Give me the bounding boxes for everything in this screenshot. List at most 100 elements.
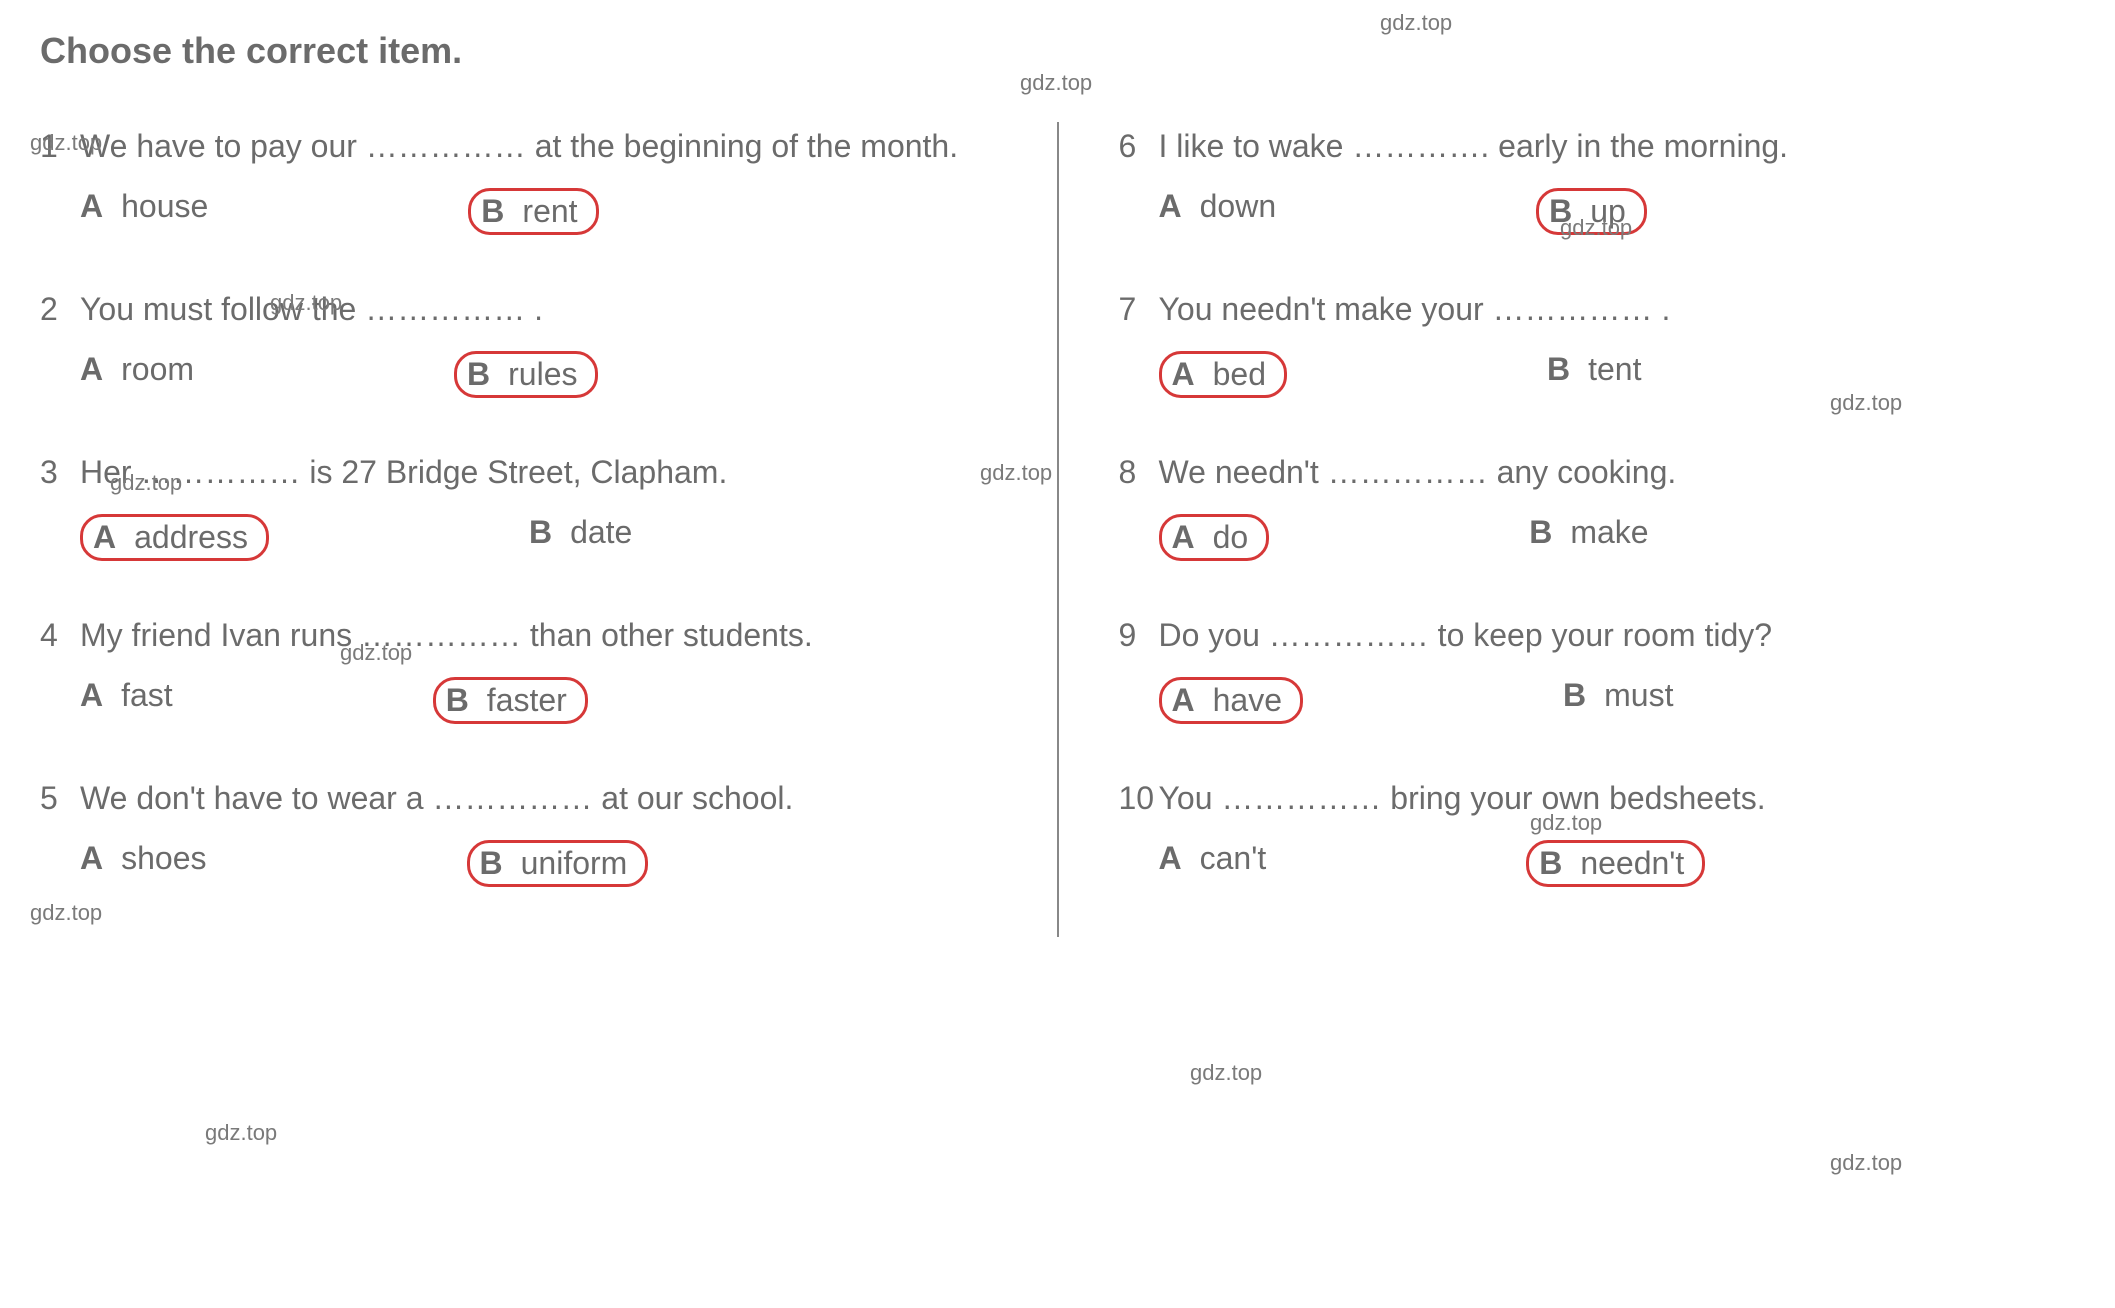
option-letter: B — [529, 514, 552, 550]
option-text: needn't — [1580, 845, 1684, 881]
question-text: 10You …………… bring your own bedsheets. — [1119, 774, 2076, 822]
watermark: gdz.top — [1020, 70, 1092, 96]
question-number: 3 — [40, 448, 80, 496]
option-a[interactable]: Abed — [1159, 351, 1288, 398]
option-text: uniform — [521, 845, 628, 881]
option-b[interactable]: Bneedn't — [1526, 840, 1705, 887]
options-row: Afast Bfaster — [40, 677, 997, 724]
question-3: 3Her …………… is 27 Bridge Street, Clapham.… — [40, 448, 997, 561]
option-b[interactable]: Buniform — [467, 840, 649, 887]
question-number: 2 — [40, 285, 80, 333]
question-number: 6 — [1119, 122, 1159, 170]
question-text: 7You needn't make your …………… . — [1119, 285, 2076, 333]
option-a[interactable]: Ahouse — [80, 188, 208, 235]
option-b[interactable]: Bmake — [1529, 514, 1648, 561]
option-a[interactable]: Ahave — [1159, 677, 1304, 724]
watermark: gdz.top — [1190, 1060, 1262, 1086]
option-a[interactable]: Acan't — [1159, 840, 1267, 887]
question-body: We don't have to wear a …………… at our sch… — [80, 780, 793, 816]
option-letter: B — [446, 682, 469, 718]
right-column: 6I like to wake …………. early in the morni… — [1119, 122, 2076, 937]
option-a[interactable]: Ashoes — [80, 840, 207, 887]
option-text: house — [121, 188, 208, 224]
question-10: 10You …………… bring your own bedsheets. Aca… — [1119, 774, 2076, 887]
question-body: I like to wake …………. early in the mornin… — [1159, 128, 1789, 164]
question-body: Her …………… is 27 Bridge Street, Clapham. — [80, 454, 727, 490]
question-number: 5 — [40, 774, 80, 822]
option-text: up — [1590, 193, 1626, 229]
question-body: Do you …………… to keep your room tidy? — [1159, 617, 1773, 653]
watermark: gdz.top — [1830, 1150, 1902, 1176]
option-text: rent — [522, 193, 577, 229]
option-letter: A — [80, 677, 103, 713]
option-b[interactable]: Bup — [1536, 188, 1647, 235]
option-letter: B — [1563, 677, 1586, 713]
columns-container: 1We have to pay our …………… at the beginni… — [40, 122, 2075, 937]
question-body: You must follow the …………… . — [80, 291, 543, 327]
option-letter: B — [1547, 351, 1570, 387]
options-row: Ahave Bmust — [1119, 677, 2076, 724]
option-letter: A — [80, 188, 103, 224]
question-text: 5We don't have to wear a …………… at our sc… — [40, 774, 997, 822]
option-a[interactable]: Ado — [1159, 514, 1270, 561]
question-number: 9 — [1119, 611, 1159, 659]
options-row: Abed Btent — [1119, 351, 2076, 398]
question-1: 1We have to pay our …………… at the beginni… — [40, 122, 997, 235]
question-5: 5We don't have to wear a …………… at our sc… — [40, 774, 997, 887]
page-title: Choose the correct item. — [40, 30, 2075, 72]
option-b[interactable]: Bfaster — [433, 677, 588, 724]
option-letter: A — [1159, 188, 1182, 224]
options-row: Ahouse Brent — [40, 188, 997, 235]
option-text: shoes — [121, 840, 206, 876]
option-a[interactable]: Aroom — [80, 351, 194, 398]
options-row: Acan't Bneedn't — [1119, 840, 2076, 887]
question-number: 4 — [40, 611, 80, 659]
question-body: You …………… bring your own bedsheets. — [1159, 780, 1766, 816]
question-2: 2You must follow the …………… . Aroom Brules — [40, 285, 997, 398]
option-text: must — [1604, 677, 1673, 713]
options-row: Adown Bup — [1119, 188, 2076, 235]
option-text: room — [121, 351, 194, 387]
option-text: bed — [1213, 356, 1266, 392]
option-text: do — [1213, 519, 1249, 555]
option-text: rules — [508, 356, 577, 392]
option-a[interactable]: Aaddress — [80, 514, 269, 561]
option-letter: A — [80, 840, 103, 876]
question-4: 4My friend Ivan runs …………… than other st… — [40, 611, 997, 724]
options-row: Aaddress Bdate — [40, 514, 997, 561]
options-row: Ado Bmake — [1119, 514, 2076, 561]
question-number: 1 — [40, 122, 80, 170]
option-text: fast — [121, 677, 173, 713]
option-b[interactable]: Brent — [468, 188, 598, 235]
option-letter: A — [1172, 682, 1195, 718]
option-b[interactable]: Btent — [1547, 351, 1641, 398]
question-body: We needn't …………… any cooking. — [1159, 454, 1677, 490]
option-text: date — [570, 514, 632, 550]
options-row: Ashoes Buniform — [40, 840, 997, 887]
question-text: 3Her …………… is 27 Bridge Street, Clapham. — [40, 448, 997, 496]
option-text: make — [1570, 514, 1648, 550]
option-letter: B — [1549, 193, 1572, 229]
question-number: 7 — [1119, 285, 1159, 333]
question-number: 10 — [1119, 774, 1159, 822]
option-b[interactable]: Bdate — [529, 514, 632, 561]
question-8: 8We needn't …………… any cooking. Ado Bmake — [1119, 448, 2076, 561]
option-text: have — [1213, 682, 1282, 718]
question-text: 6I like to wake …………. early in the morni… — [1119, 122, 2076, 170]
option-letter: A — [1172, 356, 1195, 392]
option-text: can't — [1200, 840, 1267, 876]
option-b[interactable]: Brules — [454, 351, 598, 398]
question-text: 2You must follow the …………… . — [40, 285, 997, 333]
option-a[interactable]: Afast — [80, 677, 173, 724]
option-text: tent — [1588, 351, 1641, 387]
option-letter: B — [467, 356, 490, 392]
option-letter: A — [80, 351, 103, 387]
option-letter: A — [1159, 840, 1182, 876]
option-a[interactable]: Adown — [1159, 188, 1277, 235]
question-text: 8We needn't …………… any cooking. — [1119, 448, 2076, 496]
option-letter: A — [1172, 519, 1195, 555]
option-b[interactable]: Bmust — [1563, 677, 1673, 724]
option-text: down — [1200, 188, 1277, 224]
question-9: 9Do you …………… to keep your room tidy? Aha… — [1119, 611, 2076, 724]
question-text: 4My friend Ivan runs …………… than other st… — [40, 611, 997, 659]
